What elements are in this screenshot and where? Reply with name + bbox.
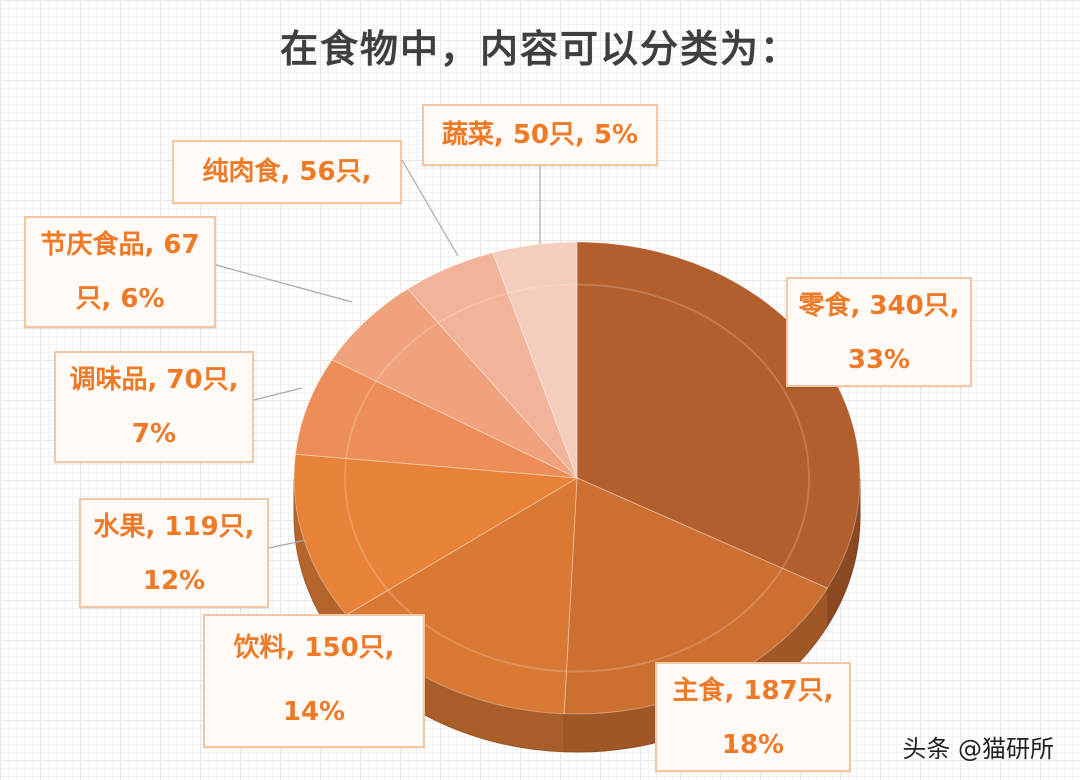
highlight-ring <box>343 283 811 673</box>
label-line: 零食, 340只, <box>798 291 960 321</box>
label-line: 主食, 187只, <box>672 676 834 706</box>
label-tiaoweipin: 调味品, 70只, 7% <box>54 351 254 463</box>
leader-line <box>253 387 303 401</box>
label-line: 14% <box>282 697 346 727</box>
label-line: 33% <box>847 345 911 375</box>
label-shucai: 蔬菜, 50只, 5% <box>422 104 658 166</box>
label-line: 只, 6% <box>75 284 165 314</box>
label-line: 7% <box>131 419 177 449</box>
label-chunroushi: 纯肉食, 56只, <box>172 140 402 204</box>
slice-蔬菜 <box>492 241 578 479</box>
label-shuiguo: 水果, 119只, 12% <box>79 498 269 608</box>
label-line: 饮料, 150只, <box>233 633 395 663</box>
label-line: 纯肉食, 56只, <box>202 157 372 187</box>
slice-水果 <box>293 453 579 616</box>
label-line: 18% <box>721 730 785 760</box>
leader-line <box>401 159 459 257</box>
label-jieqing: 节庆食品, 67 只, 6% <box>24 216 216 328</box>
label-zhushi: 主食, 187只, 18% <box>655 662 851 772</box>
label-lingshi: 零食, 340只, 33% <box>786 277 972 387</box>
label-line: 蔬菜, 50只, 5% <box>441 120 639 150</box>
slice-纯肉食 <box>406 252 578 479</box>
slice-节庆食品 <box>331 288 578 479</box>
label-line: 调味品, 70只, <box>69 365 239 395</box>
chart-title: 在食物中，内容可以分类为： <box>279 27 800 71</box>
leader-line <box>268 539 307 549</box>
label-line: 节庆食品, 67 <box>40 230 200 260</box>
label-yinliao: 饮料, 150只, 14% <box>203 614 425 748</box>
label-line: 12% <box>142 566 206 596</box>
watermark: 头条 @猫研所 <box>902 735 1054 763</box>
label-line: 水果, 119只, <box>93 512 255 542</box>
leader-line <box>215 264 353 303</box>
slice-调味品 <box>294 359 578 479</box>
